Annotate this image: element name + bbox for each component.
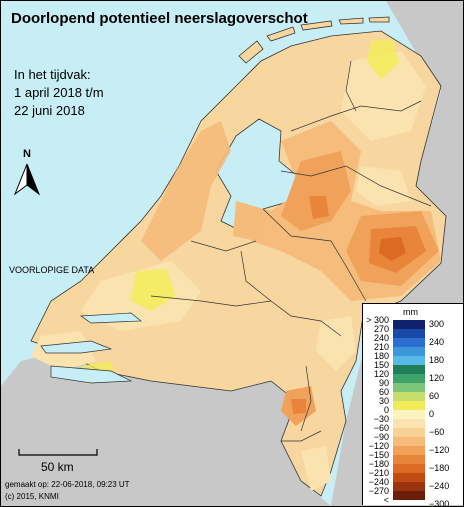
- legend-left-label: 270: [373, 324, 389, 334]
- legend-left-label: 150: [373, 360, 389, 370]
- legend-left-label: 60: [378, 387, 389, 397]
- legend-left-label: 30: [378, 396, 389, 406]
- scale-label: 50 km: [41, 460, 74, 474]
- legend-right-label: 300: [429, 319, 445, 329]
- north-label: N: [23, 148, 31, 160]
- legend-right-label: 180: [429, 355, 445, 365]
- legend-swatch: [393, 383, 425, 392]
- legend-swatch: [393, 428, 425, 437]
- legend-left-label: 0: [383, 405, 389, 415]
- preliminary-data-label: VOORLOPIGE DATA: [9, 265, 95, 275]
- legend-swatch: [393, 401, 425, 410]
- legend-swatch: [393, 437, 425, 446]
- legend-left-label: −120: [368, 441, 389, 451]
- legend-right-label: −60: [429, 427, 445, 437]
- legend-left-label: −210: [368, 468, 389, 478]
- legend-left-label: 180: [373, 351, 389, 361]
- belgium-land: [1, 351, 331, 506]
- legend-left-label: < −300: [369, 495, 389, 506]
- legend-swatch: [393, 419, 425, 428]
- legend-right-label: 240: [429, 337, 445, 347]
- legend-swatch: [393, 329, 425, 338]
- period-line-2: 1 april 2018 t/m: [14, 85, 104, 100]
- legend-swatch: [393, 482, 425, 491]
- period-line-1: In het tijdvak:: [14, 67, 91, 82]
- wadden-islands: [238, 16, 390, 64]
- legend-swatch: [393, 320, 425, 329]
- map-title: Doorlopend potentieel neerslagoverschot: [11, 10, 308, 27]
- legend: mm > 300 270 240 210 180 150 120 90 60 30 0 −30 −60−…: [362, 303, 463, 507]
- legend-left-label: −150: [368, 450, 389, 460]
- legend-swatch: [393, 473, 425, 482]
- legend-left-label: −240: [368, 477, 389, 487]
- legend-right-label: 120: [429, 373, 445, 383]
- legend-right-label: 60: [429, 391, 440, 401]
- legend-swatch: [393, 365, 425, 374]
- legend-left-label: −90: [373, 432, 389, 442]
- legend-left-label: −30: [373, 414, 389, 424]
- legend-left-label: −60: [373, 423, 389, 433]
- legend-swatch: [393, 374, 425, 383]
- legend-swatch: [393, 410, 425, 419]
- legend-left-label: 120: [373, 369, 389, 379]
- legend-right-label: 0: [429, 409, 435, 419]
- legend-swatch: [393, 356, 425, 365]
- legend-unit: mm: [403, 307, 418, 317]
- legend-right-label: −240: [429, 481, 450, 491]
- legend-swatch: [393, 338, 425, 347]
- legend-left-label: −180: [368, 459, 389, 469]
- legend-swatch: [393, 347, 425, 356]
- scale-bar: [18, 449, 98, 456]
- legend-right-label: −180: [429, 463, 450, 473]
- zeeland-waters: [40, 312, 142, 384]
- legend-right-label: −300: [429, 499, 450, 507]
- legend-left-label: 90: [378, 378, 389, 388]
- copyright-label: (c) 2015, KNMI: [5, 492, 59, 501]
- north-arrow: [13, 163, 41, 196]
- legend-left-label: 210: [373, 342, 389, 352]
- legend-swatch: [393, 464, 425, 473]
- legend-left-label: −270: [368, 486, 389, 496]
- legend-right-label: −120: [429, 445, 450, 455]
- province-borders: [150, 60, 432, 442]
- legend-swatch: [393, 446, 425, 455]
- period-line-3: 22 juni 2018: [14, 103, 85, 118]
- made-on-label: gemaakt op: 22-06-2018, 09:23 UT: [5, 480, 130, 489]
- legend-swatch: [393, 455, 425, 464]
- legend-left-label: 240: [373, 333, 389, 343]
- legend-swatch: [393, 491, 425, 500]
- legend-swatch: [393, 392, 425, 401]
- legend-left-label: > 300: [366, 315, 389, 325]
